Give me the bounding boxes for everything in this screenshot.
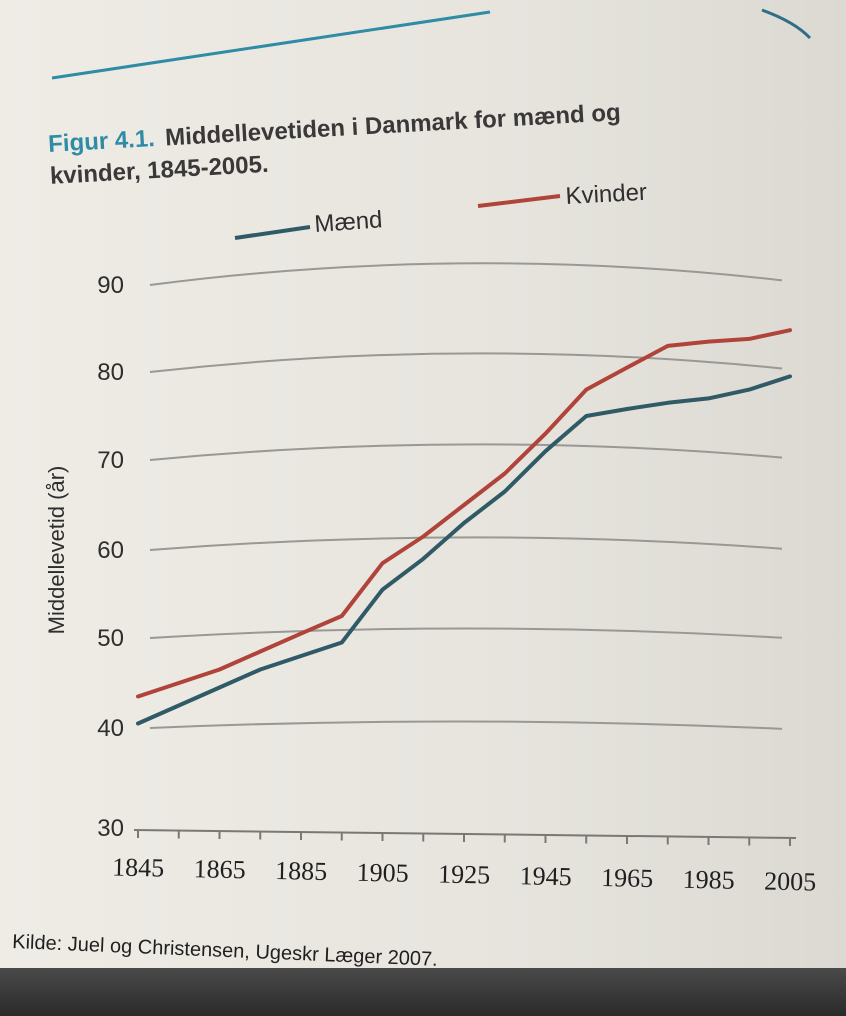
x-tick-label: 1925 — [438, 859, 491, 889]
x-tick-label: 1845 — [112, 852, 165, 882]
y-tick-label: 90 — [97, 272, 124, 299]
grid — [149, 262, 783, 730]
legend: Mænd Kvinder — [234, 179, 648, 240]
legend-label-women: Kvinder — [565, 179, 648, 210]
x-tick-label: 1865 — [193, 854, 246, 884]
y-tick-label: 30 — [97, 815, 124, 842]
gridline — [149, 536, 783, 551]
decorative-curve-right — [761, 8, 812, 40]
legend-label-men: Mænd — [314, 206, 384, 238]
x-tick-label: 1905 — [356, 858, 409, 888]
x-tick-label: 1945 — [519, 861, 572, 891]
decorative-curve — [51, 10, 491, 80]
figure-label: Figur 4.1. — [47, 125, 155, 158]
gridline — [149, 352, 783, 373]
y-tick-label: 50 — [97, 625, 124, 652]
gridline — [149, 720, 783, 730]
x-tick-label: 1885 — [275, 856, 328, 886]
page-shadow — [0, 968, 846, 1016]
y-tick-label: 70 — [97, 447, 124, 474]
y-tick-labels: 30 40 50 60 70 80 90 — [97, 272, 124, 842]
svg-text:Figur 4.1. Middellevetid: Figur 4.1. Middellevetiden i Danmark for… — [47, 99, 621, 158]
series-line-women — [136, 328, 792, 699]
gridline — [149, 443, 783, 461]
figure-source: Kilde: Juel og Christensen, Ugeskr Læger… — [12, 931, 438, 971]
x-tick-label: 1985 — [682, 865, 735, 895]
legend-swatch-women — [477, 194, 561, 208]
x-axis — [133, 829, 797, 846]
series-lines — [136, 328, 792, 726]
gridline — [149, 262, 783, 286]
figure-title-line1: Middellevetiden i Danmark for mænd og — [164, 99, 621, 151]
x-tick-label: 2005 — [764, 866, 817, 896]
x-tick-labels: 1845 1865 1885 1905 1925 1945 1965 1985 2005 — [112, 852, 817, 896]
legend-swatch-men — [234, 225, 311, 240]
x-tick-label: 1965 — [601, 863, 654, 893]
gridline — [149, 627, 783, 639]
y-tick-label: 80 — [97, 359, 124, 386]
y-tick-label: 60 — [97, 537, 124, 564]
figure-title-line2: kvinder, 1845-2005. — [49, 151, 269, 190]
series-line-men — [136, 374, 792, 726]
y-axis-title: Middellevetid (år) — [44, 466, 69, 635]
y-tick-label: 40 — [97, 715, 124, 742]
